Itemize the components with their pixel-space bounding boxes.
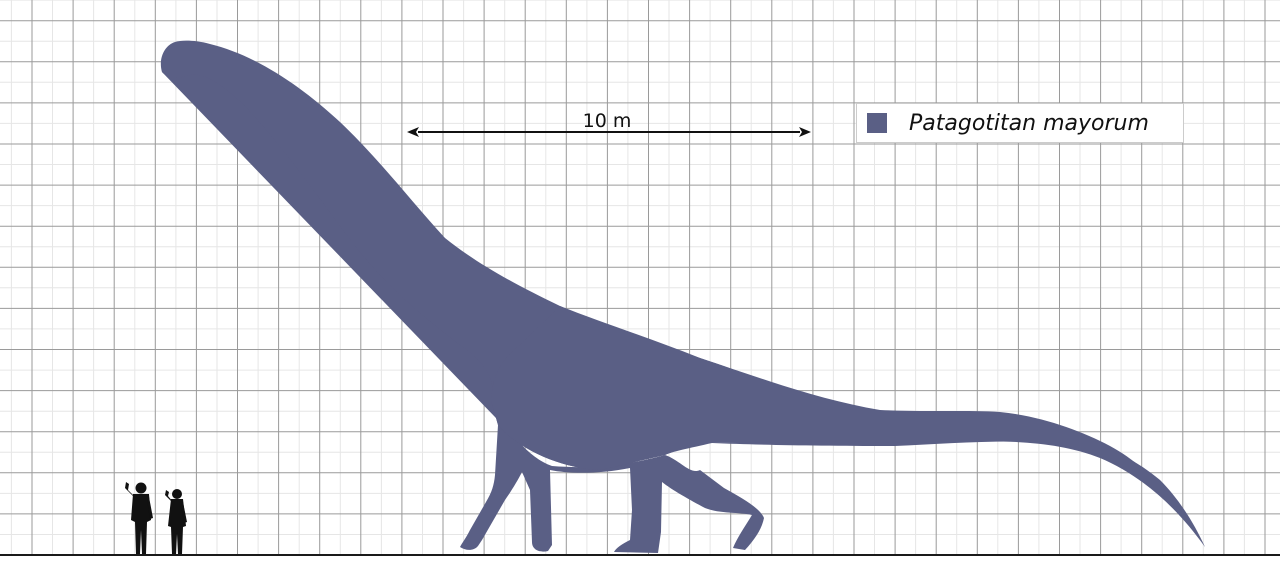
male-head xyxy=(135,482,147,494)
male-raised-arm xyxy=(125,482,135,497)
female-body xyxy=(168,499,186,554)
dino-back xyxy=(491,306,1205,547)
scale-bar: 10 m xyxy=(407,110,811,137)
female-lower-arm xyxy=(181,502,187,523)
human-male-silhouette xyxy=(125,482,153,554)
male-lower-arm xyxy=(147,497,153,519)
legend-swatch xyxy=(867,113,887,133)
human-female-silhouette xyxy=(165,489,187,554)
legend-label: Patagotitan mayorum xyxy=(909,110,1149,136)
legend: Patagotitan mayorum xyxy=(856,103,1184,143)
patagotitan-silhouette xyxy=(160,40,1205,553)
scale-bar-label: 10 m xyxy=(583,110,632,132)
male-body xyxy=(131,494,151,554)
major-grid xyxy=(0,0,1280,555)
human-silhouettes xyxy=(125,482,187,554)
female-head xyxy=(172,489,182,499)
female-raised-arm xyxy=(165,490,173,502)
